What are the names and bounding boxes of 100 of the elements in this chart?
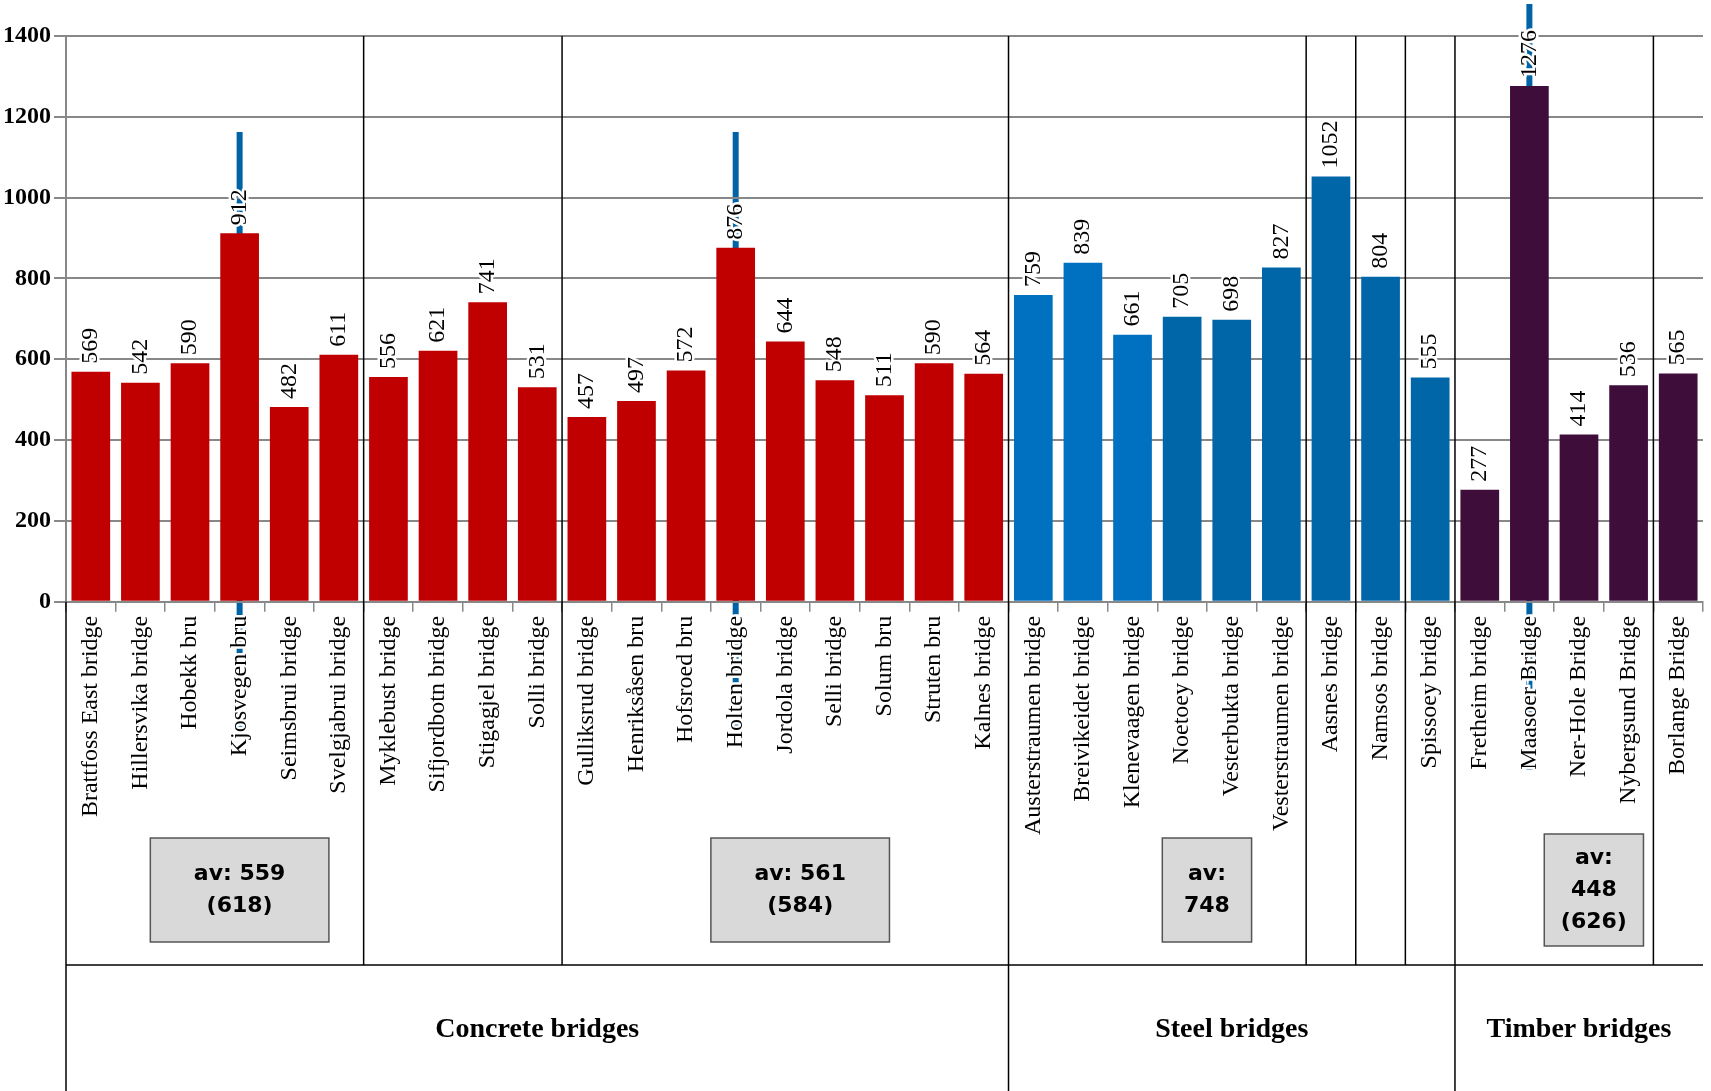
x-tick-label: Kalnes bridge (969, 615, 996, 750)
x-tick-label: Namsos bridge (1365, 615, 1392, 761)
data-label: 542 (125, 338, 152, 375)
x-tick-label: Struten bru (919, 615, 946, 724)
bar (765, 341, 805, 601)
y-tick-label: 1400 (3, 21, 51, 48)
bar (914, 363, 954, 601)
text: Steel bridges (1155, 1012, 1309, 1044)
x-tick-label: Hofsroed bru (671, 615, 698, 744)
x-tick-label: Vesterbukta bridge (1217, 615, 1244, 797)
data-label: 759 (1018, 251, 1045, 288)
bar (1013, 295, 1053, 601)
text: Timber bridges (1486, 1012, 1672, 1044)
bar (1212, 319, 1252, 601)
data-label: 569 (76, 327, 103, 364)
bar (369, 377, 408, 601)
bar (815, 380, 855, 601)
x-tick-label: Selli bridge (820, 615, 847, 728)
x-tick-label: Svelgjabrui bridge (324, 615, 351, 794)
x-tick-label: Henriksåsen bru (621, 615, 648, 773)
data-label: 1276 (1514, 30, 1541, 79)
x-tick-label: Noetoey bridge (1167, 615, 1194, 765)
y-tick-label: 800 (15, 263, 51, 290)
bar (1510, 86, 1549, 601)
data-label: 590 (919, 319, 946, 356)
bar (567, 417, 607, 601)
bar (1410, 377, 1450, 601)
bar (1113, 334, 1152, 601)
bar (517, 387, 557, 601)
bar (1658, 373, 1698, 601)
bar (1559, 434, 1599, 601)
bar (1361, 276, 1400, 601)
text: av: 748 (1183, 859, 1230, 917)
x-tick-label: Seimsbrui bridge (274, 615, 301, 781)
bar (220, 233, 259, 601)
x-tick-label: Myklebust bridge (373, 615, 400, 786)
x-tick-label: Solli bridge (522, 615, 549, 729)
x-tick-label: Nybergsund Bridge (1613, 615, 1640, 804)
x-tick-label: Austerstraumen bridge (1018, 615, 1045, 836)
bar (468, 302, 507, 601)
x-tick-label: Fretheim bridge (1465, 615, 1492, 770)
text: av: 559 (618) (193, 859, 286, 917)
bar (170, 363, 210, 601)
data-label: 457 (572, 373, 599, 410)
data-label: 564 (969, 329, 996, 366)
bar (716, 247, 756, 601)
x-tick-label: Borlange Bridge (1663, 615, 1690, 776)
bar (319, 354, 359, 601)
data-label: 555 (1415, 333, 1442, 370)
data-label: 705 (1167, 272, 1194, 309)
data-label: 644 (770, 297, 797, 334)
x-tick-label: Vesterstraumen bridge (1266, 615, 1293, 831)
bar (1609, 385, 1648, 601)
data-label: 590 (175, 319, 202, 356)
x-tick-label: Gulliksrud bridge (572, 615, 599, 786)
data-label: 741 (472, 258, 499, 295)
data-label: 414 (1564, 390, 1591, 427)
x-tick-label: Jordola bridge (770, 615, 797, 754)
x-tick-label: Holten bridge (720, 615, 747, 749)
bar (1311, 176, 1351, 601)
data-label: 511 (869, 352, 896, 388)
data-label: 565 (1663, 329, 1690, 366)
text: av: 561 (584) (754, 859, 846, 917)
bar (1460, 489, 1500, 601)
x-tick-label: Hobekk bru (175, 615, 202, 730)
bar (865, 395, 904, 601)
bar (666, 370, 706, 601)
data-label: 556 (373, 333, 400, 370)
y-tick-label: 200 (15, 506, 51, 533)
bar (71, 371, 111, 601)
x-tick-label: Breivikeidet bridge (1068, 615, 1095, 802)
x-tick-label: Sifjordbotn bridge (423, 615, 450, 793)
data-label: 536 (1613, 341, 1640, 378)
data-label: 876 (720, 203, 747, 240)
data-label: 698 (1217, 275, 1244, 312)
data-label: 611 (324, 311, 351, 347)
x-tick-label: Klenevaagen bridge (1117, 615, 1144, 809)
data-label: 497 (621, 356, 648, 393)
bar (1063, 262, 1103, 601)
bar (617, 400, 656, 601)
x-tick-label: Spissoey bridge (1415, 615, 1442, 769)
data-label: 531 (522, 343, 549, 380)
y-tick-label: 1200 (3, 102, 51, 129)
x-tick-label: Ner-Hole Bridge (1564, 615, 1591, 778)
bar (964, 373, 1004, 601)
bar (1262, 267, 1301, 601)
x-tick-label: Hillersvika bridge (125, 615, 152, 790)
data-label: 277 (1465, 445, 1492, 482)
x-tick-label: Solum bru (869, 615, 896, 717)
data-label: 804 (1365, 232, 1392, 269)
x-tick-label: Aasnes bridge (1316, 615, 1343, 753)
data-label: 827 (1266, 223, 1293, 260)
data-label: 482 (274, 362, 301, 399)
bar (269, 406, 309, 601)
data-label: 548 (820, 336, 847, 373)
bar (418, 350, 458, 601)
bar (121, 382, 160, 601)
data-label: 912 (224, 189, 251, 226)
text: av: 448 (626) (1560, 843, 1627, 933)
data-label: 661 (1117, 290, 1144, 327)
